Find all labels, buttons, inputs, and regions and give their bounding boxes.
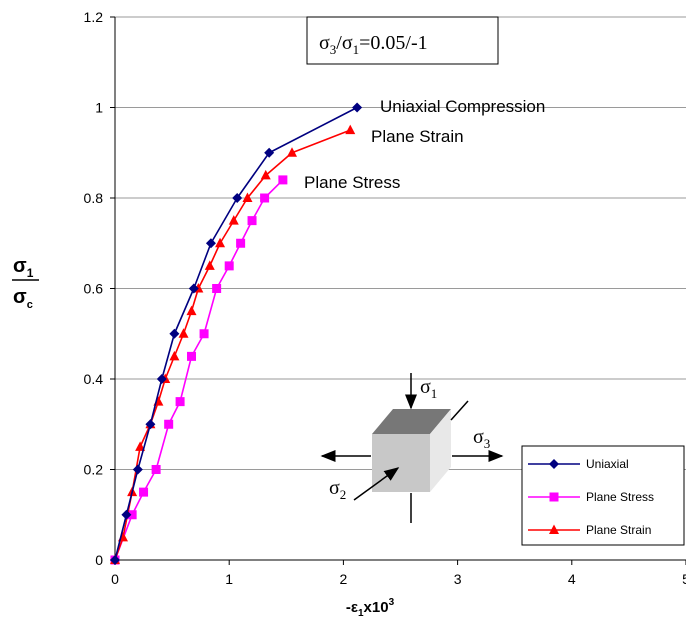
point-plane-stress-1 (127, 510, 137, 520)
point-uniaxial-6 (188, 283, 199, 294)
legend: Uniaxial Plane Stress Plane Strain (521, 445, 685, 546)
x-tick-label-0: 0 (111, 571, 119, 587)
series-plane-strain (110, 124, 356, 564)
point-plane-strain-16 (287, 147, 298, 157)
annotation-uniaxial-compression: Uniaxial Compression (380, 97, 545, 116)
sigma2-label: σ2 (329, 477, 346, 502)
y-tick-label-1: 0.2 (84, 462, 104, 478)
point-plane-strain-11 (204, 260, 215, 270)
point-plane-strain-3 (135, 441, 146, 451)
y-tick-label-3: 0.6 (84, 281, 104, 297)
y-tick-label-5: 1 (95, 100, 103, 116)
sigma1-label: σ1 (420, 376, 437, 401)
point-plane-strain-9 (186, 305, 197, 316)
y-tick-label-4: 0.8 (84, 190, 104, 206)
point-plane-strain-13 (228, 215, 239, 225)
point-plane-stress-9 (224, 261, 234, 271)
ratio-box: σ3/σ1=0.05/-1 (306, 16, 499, 65)
point-plane-stress-6 (187, 351, 197, 361)
annotation-plane-stress: Plane Stress (304, 173, 400, 192)
point-plane-strain-12 (215, 237, 226, 248)
point-uniaxial-0 (110, 555, 120, 565)
sigma2-reaction-line (450, 400, 469, 421)
point-uniaxial-2 (132, 464, 143, 475)
ratio-text: σ3/σ1=0.05/-1 (319, 32, 428, 57)
y-tick-label-0: 0 (95, 552, 103, 568)
sigma2-arrow (353, 467, 400, 501)
point-uniaxial-10 (352, 102, 363, 113)
point-plane-stress-4 (164, 419, 174, 429)
series-line-plane-strain (114, 129, 351, 561)
stress-cube-diagram: σ1 σ3 σ2 (320, 373, 504, 523)
y-axis-label: σ1 σc (12, 255, 39, 311)
y-label-numerator: σ1 (13, 255, 34, 280)
series-uniaxial (110, 102, 363, 565)
legend-marker-uniaxial (549, 459, 559, 469)
point-plane-stress-5 (175, 397, 185, 407)
point-plane-strain-14 (242, 192, 253, 202)
sigma3-label: σ3 (473, 426, 490, 451)
y-tick-labels: 0 0.2 0.4 0.6 0.8 1 1.2 (84, 9, 115, 568)
series-plane-stress (110, 175, 288, 565)
point-plane-stress-11 (247, 216, 257, 226)
point-uniaxial-9 (264, 147, 275, 158)
series-group (110, 102, 363, 565)
y-tick-label-2: 0.4 (84, 371, 104, 387)
grid-lines (115, 16, 686, 470)
point-plane-stress-13 (278, 175, 288, 185)
x-tick-labels: 0 1 2 3 4 5 (111, 560, 686, 587)
legend-label-plane-stress: Plane Stress (586, 490, 654, 504)
point-uniaxial-4 (156, 374, 167, 384)
point-uniaxial-1 (121, 509, 132, 520)
x-tick-label-4: 4 (568, 571, 576, 587)
point-plane-strain-15 (260, 169, 271, 180)
point-plane-stress-12 (260, 193, 270, 203)
point-plane-strain-8 (178, 328, 189, 338)
point-plane-stress-10 (236, 238, 246, 248)
point-plane-stress-8 (212, 284, 222, 293)
legend-label-plane-strain: Plane Strain (586, 523, 651, 537)
point-plane-stress-2 (139, 487, 149, 497)
y-tick-label-6: 1.2 (84, 9, 104, 25)
point-plane-strain-17 (345, 124, 356, 135)
point-plane-stress-7 (199, 329, 209, 339)
legend-label-uniaxial: Uniaxial (586, 457, 629, 471)
annotation-plane-strain: Plane Strain (371, 127, 464, 146)
point-uniaxial-8 (232, 193, 243, 203)
series-line-plane-stress (114, 179, 284, 561)
point-uniaxial-7 (205, 238, 216, 249)
cube-top-face (372, 409, 451, 434)
point-uniaxial-3 (145, 419, 156, 430)
x-tick-label-1: 1 (225, 571, 233, 587)
x-tick-label-2: 2 (340, 571, 348, 587)
cube-side-face (430, 409, 451, 492)
x-tick-label-3: 3 (454, 571, 462, 587)
y-label-denominator: σc (13, 286, 33, 311)
legend-marker-plane-stress (549, 492, 559, 502)
cube-front-face (372, 434, 430, 492)
x-axis-label: -ε1x103 (346, 597, 395, 619)
legend-marker-plane-strain (549, 524, 559, 534)
point-plane-strain-7 (169, 350, 180, 361)
point-plane-stress-3 (151, 465, 161, 474)
point-uniaxial-5 (169, 328, 180, 339)
x-tick-label-5: 5 (682, 571, 686, 587)
